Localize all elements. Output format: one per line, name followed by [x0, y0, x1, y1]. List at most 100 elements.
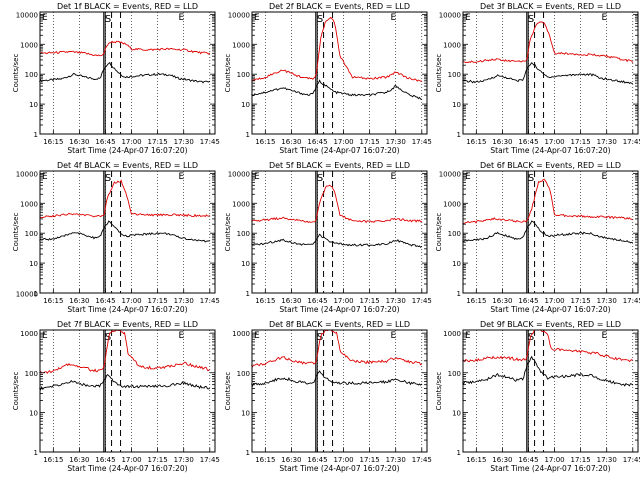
- plot-frame: [251, 329, 428, 453]
- x-tick-label: 17:45: [623, 138, 640, 146]
- x-tick-label: 16:45: [95, 138, 115, 146]
- x-tick-label: 17:15: [360, 138, 380, 146]
- x-tick-label: 17:30: [597, 456, 617, 464]
- x-tick-label: 16:30: [69, 297, 89, 305]
- panel-title: Det 8f BLACK = Events, RED = LLD: [269, 320, 410, 329]
- x-tick-label: 17:30: [386, 456, 406, 464]
- y-tick-label: 100: [25, 370, 38, 378]
- y-tick-label: 10: [29, 409, 38, 417]
- y-axis-label: Counts/sec: [224, 213, 232, 252]
- x-tick-label: 17:30: [174, 297, 194, 305]
- marker-s: S: [528, 14, 534, 25]
- x-tick-label: 16:30: [281, 297, 301, 305]
- x-axis-label: Start Time (24-Apr-07 16:07:20): [67, 464, 187, 473]
- y-tick-label: 100: [448, 71, 461, 79]
- series-lld-line: [39, 40, 211, 57]
- plot-frame: [251, 11, 428, 135]
- series-events-line: [251, 79, 422, 100]
- series-events-line: [39, 373, 211, 391]
- series-events-line: [462, 355, 634, 387]
- series-lld-line: [39, 329, 211, 374]
- marker-e-start: E: [254, 331, 260, 341]
- panel-det-7: Det 7f BLACK = Events, RED = LLD E S E 1 10 10…: [12, 291, 220, 473]
- x-axis-label: Start Time (24-Apr-07 16:07:20): [279, 464, 399, 473]
- y-tick-label: 1: [34, 131, 38, 139]
- y-tick-label: 10: [452, 260, 461, 268]
- x-tick-label: 16:30: [492, 138, 512, 146]
- plot-frame: [251, 170, 428, 294]
- x-tick-label: 17:00: [121, 138, 141, 146]
- marker-s: S: [317, 14, 323, 25]
- x-tick-label: 17:00: [121, 297, 141, 305]
- x-tick-label: 16:45: [95, 297, 115, 305]
- x-axis-label: Start Time (24-Apr-07 16:07:20): [490, 464, 610, 473]
- series-events-line: [39, 61, 211, 84]
- panel-title: Det 6f BLACK = Events, RED = LLD: [480, 161, 621, 170]
- y-tick-label: 100: [25, 71, 38, 79]
- panel-det-3: Det 3f BLACK = Events, RED = LLD E S E 1 10 10…: [435, 2, 640, 155]
- series-lld-line: [251, 329, 423, 368]
- x-tick-label: 16:15: [43, 456, 63, 464]
- marker-e-start: E: [42, 331, 48, 341]
- marker-e-end: E: [601, 172, 607, 182]
- marker-s: S: [105, 14, 111, 25]
- marker-e-end: E: [178, 172, 184, 182]
- series-events-line: [251, 370, 423, 387]
- y-tick-label: 10: [29, 260, 38, 268]
- x-tick-label: 16:45: [518, 456, 538, 464]
- marker-e-start: E: [42, 13, 48, 23]
- series-events-line: [462, 220, 633, 244]
- y-tick-label: 1: [457, 290, 461, 298]
- y-tick-label: 10000: [228, 170, 250, 178]
- marker-e-start: E: [465, 331, 471, 341]
- marker-s: S: [528, 332, 534, 343]
- x-tick-label: 17:30: [386, 297, 406, 305]
- series-lld-line: [462, 21, 634, 64]
- x-tick-label: 17:15: [148, 138, 168, 146]
- y-axis-label: Counts/sec: [435, 213, 443, 252]
- y-tick-label: 1000: [443, 200, 461, 208]
- y-tick-label: 1000: [20, 41, 38, 49]
- y-tick-label: 1000: [443, 330, 461, 338]
- panel-det-8: Det 8f BLACK = Events, RED = LLD E S E 1 10 10…: [224, 320, 432, 473]
- x-tick-label: 17:30: [597, 138, 617, 146]
- marker-s: S: [317, 173, 323, 184]
- y-tick-label: 10000: [439, 11, 461, 19]
- marker-e-end: E: [601, 13, 607, 23]
- panel-det-5: Det 5f BLACK = Events, RED = LLD E S E 1 10 10…: [224, 161, 432, 314]
- x-axis-label: Start Time (24-Apr-07 16:07:20): [490, 146, 610, 155]
- y-tick-label: 1000: [20, 330, 38, 338]
- x-tick-label: 17:15: [148, 297, 168, 305]
- panel-title: Det 2f BLACK = Events, RED = LLD: [269, 2, 410, 11]
- x-tick-label: 17:30: [174, 138, 194, 146]
- plot-frame: [462, 170, 639, 294]
- panel-title: Det 3f BLACK = Events, RED = LLD: [480, 2, 621, 11]
- panel-det-1: Det 1f BLACK = Events, RED = LLD E S E 1 10 10…: [12, 2, 220, 155]
- marker-s: S: [105, 173, 111, 184]
- x-tick-label: 16:15: [466, 297, 486, 305]
- x-tick-label: 16:45: [518, 138, 538, 146]
- y-tick-label: 1000: [20, 200, 38, 208]
- series-events-line: [39, 220, 210, 243]
- y-tick-label: 100: [237, 230, 250, 238]
- plot-frame: [39, 170, 216, 294]
- x-tick-label: 17:45: [412, 297, 432, 305]
- x-tick-label: 17:30: [174, 456, 194, 464]
- y-tick-label: 1: [34, 449, 38, 457]
- y-tick-label: 1: [457, 131, 461, 139]
- y-tick-label: 1: [246, 131, 250, 139]
- y-tick-label: 100: [448, 370, 461, 378]
- x-tick-label: 16:15: [466, 456, 486, 464]
- series-lld-line: [251, 16, 422, 82]
- y-tick-label: 1000: [443, 41, 461, 49]
- x-tick-label: 17:45: [200, 297, 220, 305]
- x-tick-label: 17:30: [386, 138, 406, 146]
- x-tick-label: 16:45: [518, 297, 538, 305]
- x-tick-label: 17:00: [333, 138, 353, 146]
- x-axis-label: Start Time (24-Apr-07 16:07:20): [490, 305, 610, 314]
- marker-e-start: E: [465, 172, 471, 182]
- panel-det-2: Det 2f BLACK = Events, RED = LLD E S E 1 10 10…: [224, 2, 432, 155]
- panel-det-9: Det 9f BLACK = Events, RED = LLD E S E 1 10 10…: [435, 320, 640, 473]
- y-axis-label: Counts/sec: [12, 372, 20, 411]
